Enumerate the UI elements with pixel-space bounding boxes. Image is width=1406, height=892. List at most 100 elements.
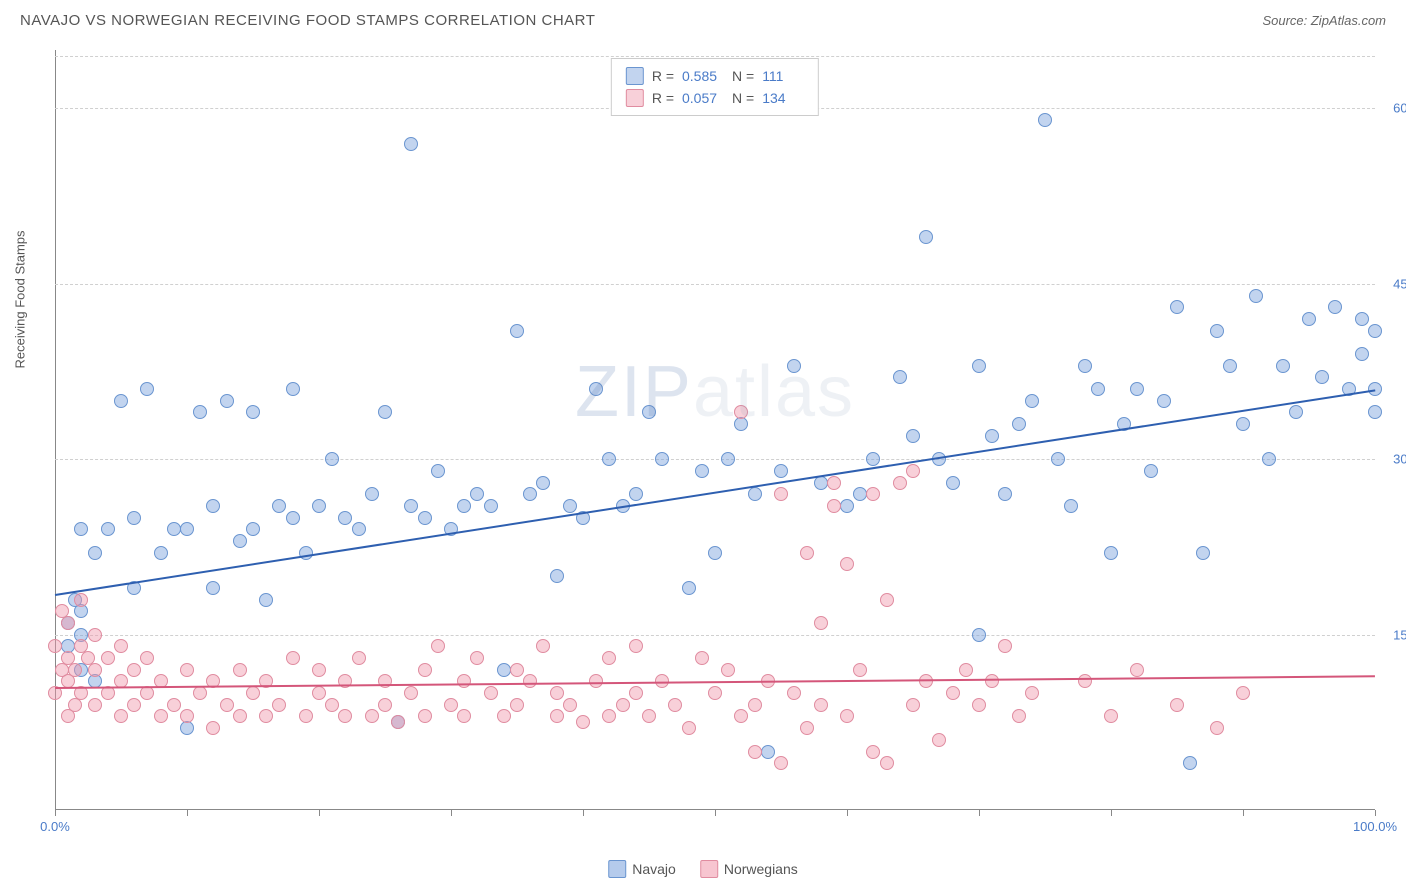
data-point-norwegians	[840, 709, 854, 723]
data-point-norwegians	[325, 698, 339, 712]
data-point-norwegians	[721, 663, 735, 677]
data-point-norwegians	[602, 709, 616, 723]
data-point-norwegians	[286, 651, 300, 665]
data-point-norwegians	[61, 616, 75, 630]
data-point-navajo	[1091, 382, 1105, 396]
data-point-navajo	[1144, 464, 1158, 478]
data-point-norwegians	[602, 651, 616, 665]
data-point-norwegians	[827, 499, 841, 513]
data-point-norwegians	[418, 663, 432, 677]
swatch-norwegians	[626, 89, 644, 107]
data-point-norwegians	[127, 698, 141, 712]
data-point-norwegians	[668, 698, 682, 712]
data-point-navajo	[286, 511, 300, 525]
data-point-navajo	[589, 382, 603, 396]
data-point-norwegians	[206, 721, 220, 735]
data-point-navajo	[550, 569, 564, 583]
data-point-navajo	[1104, 546, 1118, 560]
data-point-navajo	[655, 452, 669, 466]
legend-item-norwegians: Norwegians	[700, 860, 798, 878]
data-point-norwegians	[734, 709, 748, 723]
x-tick-label: 0.0%	[40, 819, 70, 834]
data-point-norwegians	[800, 721, 814, 735]
data-point-norwegians	[484, 686, 498, 700]
data-point-norwegians	[365, 709, 379, 723]
data-point-norwegians	[906, 698, 920, 712]
stat-n-label: N =	[732, 90, 754, 106]
data-point-norwegians	[748, 745, 762, 759]
data-point-navajo	[536, 476, 550, 490]
data-point-navajo	[325, 452, 339, 466]
data-point-norwegians	[68, 663, 82, 677]
x-tick	[55, 810, 56, 816]
data-point-norwegians	[114, 709, 128, 723]
data-point-navajo	[642, 405, 656, 419]
stat-n-label: N =	[732, 68, 754, 84]
data-point-norwegians	[932, 733, 946, 747]
data-point-norwegians	[708, 686, 722, 700]
data-point-navajo	[206, 499, 220, 513]
chart-title: NAVAJO VS NORWEGIAN RECEIVING FOOD STAMP…	[20, 12, 595, 29]
data-point-norwegians	[510, 663, 524, 677]
data-point-norwegians	[180, 663, 194, 677]
data-point-norwegians	[510, 698, 524, 712]
legend-label-navajo: Navajo	[632, 861, 676, 877]
data-point-navajo	[708, 546, 722, 560]
data-point-navajo	[180, 522, 194, 536]
data-point-navajo	[457, 499, 471, 513]
data-point-navajo	[1289, 405, 1303, 419]
y-tick-label: 45.0%	[1393, 276, 1406, 291]
data-point-navajo	[497, 663, 511, 677]
data-point-navajo	[1210, 324, 1224, 338]
data-point-navajo	[946, 476, 960, 490]
data-point-navajo	[919, 230, 933, 244]
data-point-navajo	[840, 499, 854, 513]
legend-label-norwegians: Norwegians	[724, 861, 798, 877]
data-point-norwegians	[880, 756, 894, 770]
data-point-norwegians	[457, 674, 471, 688]
data-point-norwegians	[972, 698, 986, 712]
data-point-navajo	[74, 522, 88, 536]
data-point-norwegians	[1130, 663, 1144, 677]
data-point-navajo	[563, 499, 577, 513]
data-point-navajo	[1355, 312, 1369, 326]
data-point-navajo	[206, 581, 220, 595]
data-point-navajo	[1025, 394, 1039, 408]
data-point-navajo	[101, 522, 115, 536]
data-point-norwegians	[378, 698, 392, 712]
data-point-navajo	[866, 452, 880, 466]
grid-line	[55, 56, 1375, 57]
data-point-norwegians	[391, 715, 405, 729]
stat-r-norwegians: 0.057	[682, 90, 724, 106]
grid-line	[55, 284, 1375, 285]
data-point-navajo	[1223, 359, 1237, 373]
data-point-norwegians	[470, 651, 484, 665]
data-point-norwegians	[444, 698, 458, 712]
data-point-norwegians	[959, 663, 973, 677]
data-point-norwegians	[299, 709, 313, 723]
data-point-navajo	[998, 487, 1012, 501]
data-point-navajo	[1355, 347, 1369, 361]
data-point-norwegians	[127, 663, 141, 677]
data-point-navajo	[1249, 289, 1263, 303]
x-tick	[319, 810, 320, 816]
data-point-norwegians	[906, 464, 920, 478]
legend-swatch-norwegians	[700, 860, 718, 878]
data-point-navajo	[365, 487, 379, 501]
data-point-norwegians	[550, 686, 564, 700]
plot-surface: 15.0%30.0%45.0%60.0%0.0%100.0%	[55, 50, 1375, 810]
data-point-norwegians	[642, 709, 656, 723]
data-point-navajo	[431, 464, 445, 478]
data-point-norwegians	[1025, 686, 1039, 700]
data-point-norwegians	[814, 698, 828, 712]
x-tick	[583, 810, 584, 816]
legend-item-navajo: Navajo	[608, 860, 676, 878]
data-point-norwegians	[1210, 721, 1224, 735]
data-point-norwegians	[88, 698, 102, 712]
data-point-navajo	[985, 429, 999, 443]
data-point-navajo	[470, 487, 484, 501]
data-point-norwegians	[695, 651, 709, 665]
data-point-navajo	[510, 324, 524, 338]
data-point-norwegians	[101, 651, 115, 665]
data-point-norwegians	[167, 698, 181, 712]
